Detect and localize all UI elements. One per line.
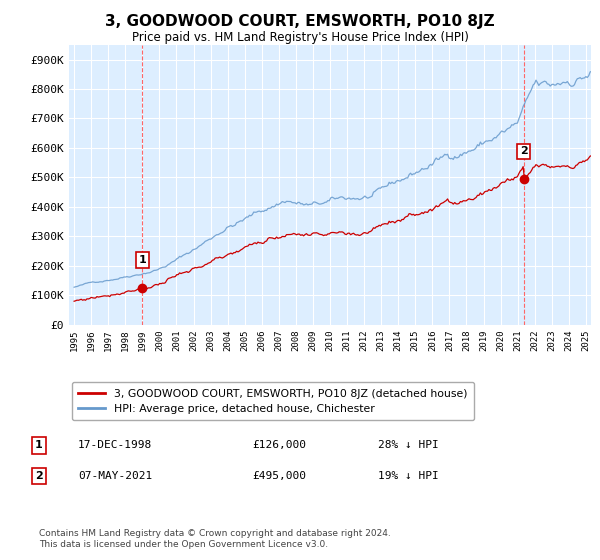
Text: 2: 2 [35, 471, 43, 481]
Text: 1: 1 [35, 440, 43, 450]
Text: 2: 2 [520, 147, 527, 156]
Text: Price paid vs. HM Land Registry's House Price Index (HPI): Price paid vs. HM Land Registry's House … [131, 31, 469, 44]
Text: 3, GOODWOOD COURT, EMSWORTH, PO10 8JZ: 3, GOODWOOD COURT, EMSWORTH, PO10 8JZ [105, 14, 495, 29]
Text: £495,000: £495,000 [252, 471, 306, 481]
Text: 17-DEC-1998: 17-DEC-1998 [78, 440, 152, 450]
Text: £126,000: £126,000 [252, 440, 306, 450]
Text: 19% ↓ HPI: 19% ↓ HPI [378, 471, 439, 481]
Text: 1: 1 [139, 255, 146, 265]
Text: 28% ↓ HPI: 28% ↓ HPI [378, 440, 439, 450]
Text: 07-MAY-2021: 07-MAY-2021 [78, 471, 152, 481]
Text: Contains HM Land Registry data © Crown copyright and database right 2024.
This d: Contains HM Land Registry data © Crown c… [39, 529, 391, 549]
Legend: 3, GOODWOOD COURT, EMSWORTH, PO10 8JZ (detached house), HPI: Average price, deta: 3, GOODWOOD COURT, EMSWORTH, PO10 8JZ (d… [72, 382, 474, 421]
